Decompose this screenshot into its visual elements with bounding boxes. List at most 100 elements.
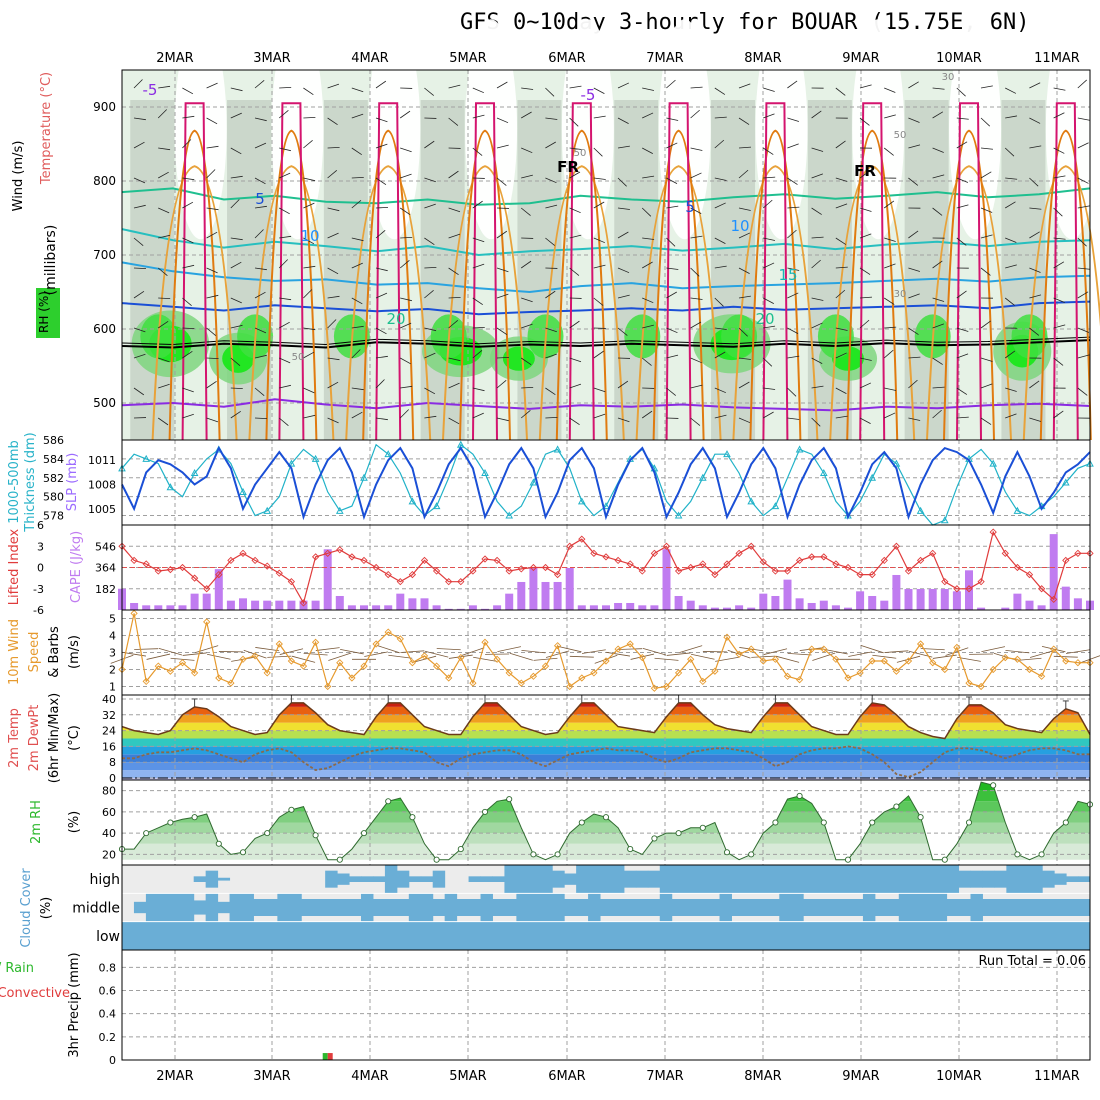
li-point bbox=[1037, 585, 1046, 593]
wind-barb bbox=[811, 259, 821, 269]
cloud-cell bbox=[731, 899, 744, 916]
contour-label: 50 bbox=[574, 148, 587, 159]
isotherm-10 bbox=[121, 261, 1091, 294]
wind-barb bbox=[787, 327, 799, 334]
wind-barb bbox=[375, 80, 387, 89]
wind-barb bbox=[738, 83, 751, 89]
wind-barb bbox=[521, 87, 534, 90]
wind-barb bbox=[1029, 177, 1039, 187]
cloud-cell bbox=[970, 921, 983, 950]
cloud-cell bbox=[994, 921, 1007, 950]
wind-barb bbox=[884, 412, 896, 419]
cloud-cell bbox=[743, 921, 756, 950]
cloud-cell bbox=[958, 870, 971, 888]
wind-barb bbox=[714, 116, 727, 119]
wind-barb bbox=[835, 387, 847, 394]
cloud-cell bbox=[1042, 870, 1055, 888]
wind-barb bbox=[496, 144, 509, 149]
li-point bbox=[820, 553, 828, 561]
wind-barb bbox=[351, 349, 361, 359]
wind-barb bbox=[158, 171, 169, 179]
wind-barb bbox=[133, 237, 144, 247]
wind-barb bbox=[472, 263, 485, 269]
cloud-cell bbox=[862, 893, 876, 922]
isotherm-30 bbox=[1039, 129, 1092, 441]
wind-barb bbox=[980, 117, 991, 127]
wind-barb bbox=[617, 231, 629, 239]
rh-point bbox=[1038, 851, 1045, 858]
wind-barb bbox=[424, 289, 434, 299]
wind-barb bbox=[133, 117, 146, 121]
wind-speed-point bbox=[711, 667, 719, 675]
wind-barb bbox=[956, 117, 969, 120]
wind-barb bbox=[182, 387, 194, 393]
wind-barb bbox=[545, 650, 570, 658]
wind-barb bbox=[254, 117, 267, 122]
cloud-cell bbox=[1078, 899, 1091, 916]
wind-barb bbox=[472, 200, 483, 209]
cloud-cell bbox=[1006, 899, 1019, 916]
wind-speed-point bbox=[953, 643, 961, 652]
cape-bar bbox=[952, 591, 961, 610]
wind-barb bbox=[182, 413, 194, 419]
wind-barb bbox=[254, 387, 265, 397]
wind-barb bbox=[945, 647, 969, 656]
wind-barb bbox=[375, 143, 388, 149]
wind-barb bbox=[436, 648, 461, 651]
cape-bar bbox=[335, 595, 344, 610]
wind-barb bbox=[956, 87, 966, 97]
wind-barb bbox=[1053, 112, 1065, 119]
wind-barb bbox=[569, 117, 579, 127]
wind-barb bbox=[859, 417, 871, 424]
wind-barb bbox=[327, 232, 339, 239]
wind-barb bbox=[1029, 145, 1042, 149]
wind-barb bbox=[811, 236, 824, 239]
pressure-tick: 800 bbox=[93, 174, 116, 188]
rh-band bbox=[122, 790, 1090, 802]
contour-label: FR bbox=[557, 158, 579, 176]
wind-speed-point bbox=[154, 662, 162, 670]
cape-bar bbox=[856, 591, 865, 610]
cloud-cell bbox=[874, 899, 888, 916]
wind-barb bbox=[545, 387, 556, 396]
cape-bar bbox=[868, 595, 877, 610]
wind-barb bbox=[666, 205, 679, 209]
thickness-axis-label: 1000-500mb bbox=[7, 440, 22, 524]
wind-barb bbox=[666, 237, 676, 247]
wind-barb bbox=[956, 353, 969, 359]
wind-barb bbox=[848, 651, 872, 657]
wind-barb bbox=[254, 417, 268, 420]
wind-barb bbox=[666, 354, 679, 359]
wind-barb bbox=[375, 355, 388, 359]
wind-barb bbox=[884, 387, 897, 391]
wind-barb bbox=[521, 323, 533, 329]
wind-barb bbox=[375, 379, 385, 389]
cape-axis-label: CAPE (J/kg) bbox=[69, 531, 84, 603]
isotherm-15 bbox=[121, 228, 1091, 257]
thickness-point bbox=[263, 506, 272, 514]
wind-tick: 5 bbox=[109, 613, 116, 626]
wind-barb bbox=[690, 86, 703, 89]
wind-barb bbox=[230, 237, 243, 241]
cloud-level-low: low bbox=[96, 929, 120, 945]
wind-barb bbox=[1077, 237, 1087, 247]
cloud-cell bbox=[277, 893, 290, 922]
wind-barb bbox=[835, 352, 847, 359]
cloud-cell bbox=[958, 921, 971, 950]
wind-barb bbox=[157, 320, 169, 329]
wind-barb bbox=[690, 357, 702, 364]
li-point bbox=[1025, 570, 1034, 579]
wind-barb bbox=[738, 327, 748, 337]
li-point bbox=[892, 542, 901, 550]
temp-tick: 8 bbox=[109, 756, 116, 769]
wind-barb bbox=[980, 267, 991, 276]
wind-barb bbox=[835, 203, 848, 209]
wind-barb bbox=[206, 417, 219, 423]
wind-speed-point bbox=[445, 674, 453, 682]
cloud-cell bbox=[229, 893, 243, 922]
cloud-cell bbox=[623, 870, 637, 888]
wind-barb bbox=[932, 297, 945, 302]
cape-bar bbox=[130, 602, 139, 610]
wind-barb bbox=[811, 297, 824, 301]
wind-barb bbox=[593, 413, 606, 419]
